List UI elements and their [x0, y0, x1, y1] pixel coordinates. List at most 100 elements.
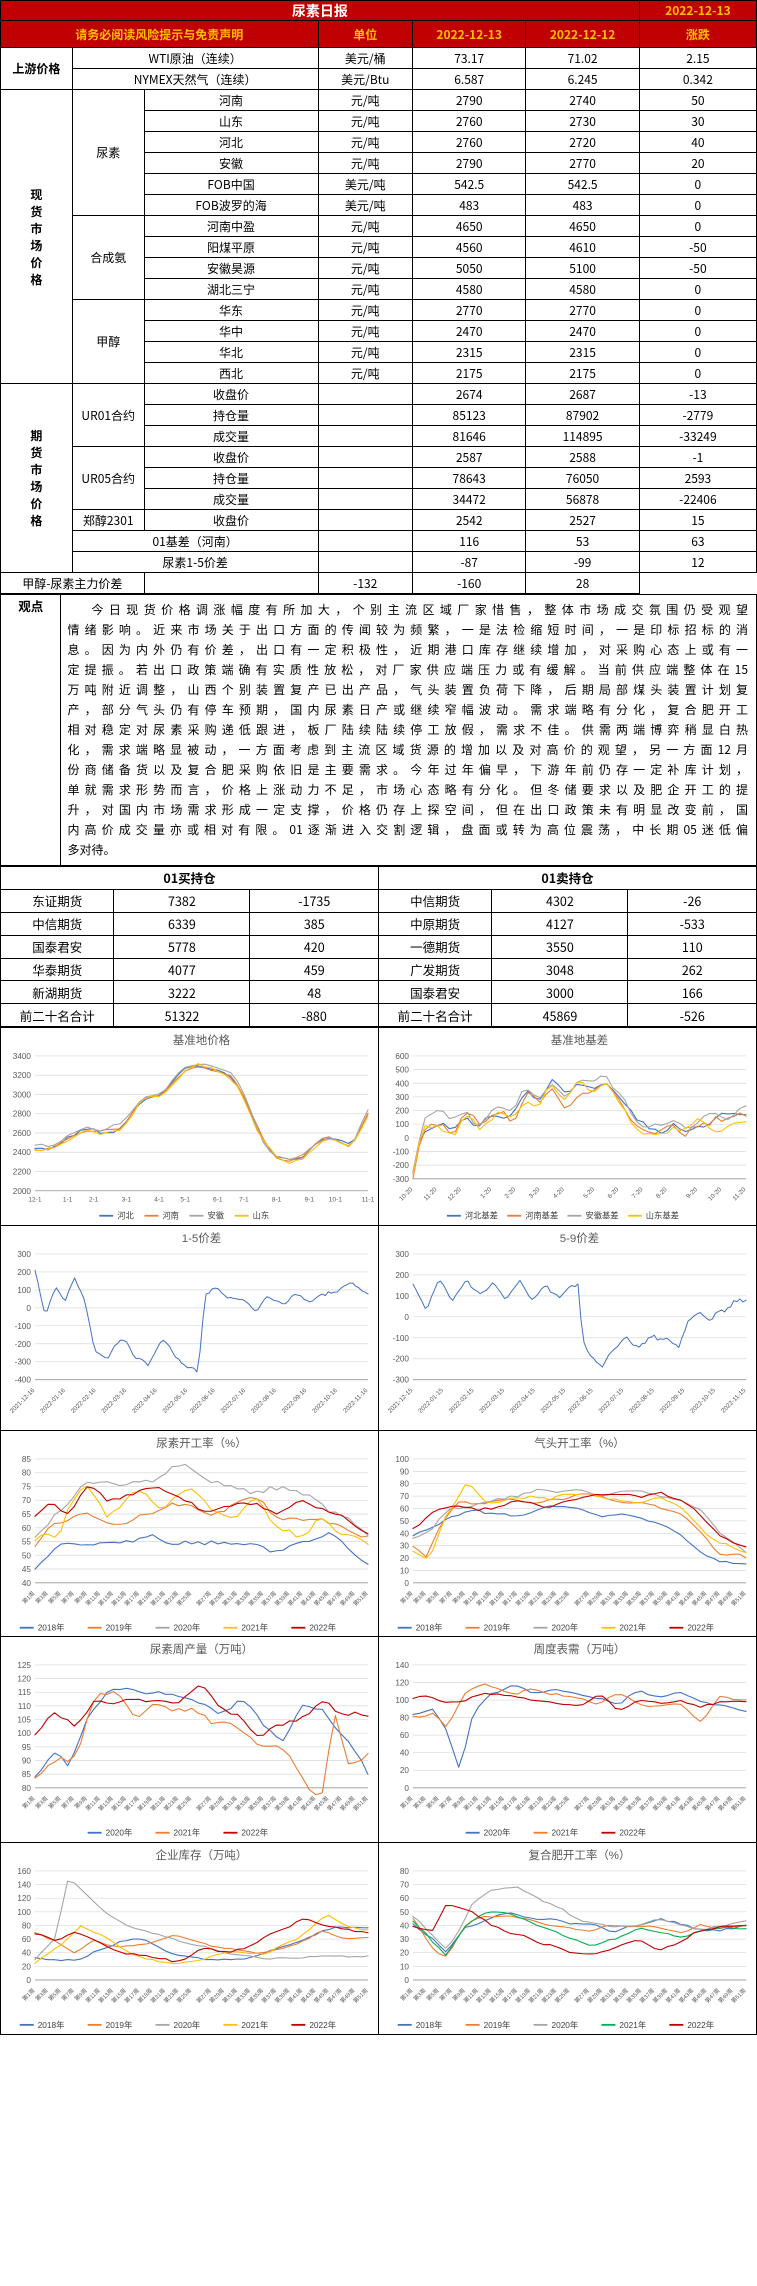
svg-text:75: 75	[22, 1482, 32, 1491]
svg-text:12-1: 12-1	[28, 1197, 42, 1204]
svg-text:-300: -300	[15, 1358, 32, 1367]
svg-text:2022年: 2022年	[687, 2020, 714, 2030]
svg-text:3200: 3200	[13, 1071, 32, 1080]
svg-text:10: 10	[400, 1566, 410, 1575]
svg-text:90: 90	[400, 1467, 410, 1476]
svg-text:2019年: 2019年	[106, 1622, 133, 1632]
svg-text:95: 95	[22, 1743, 32, 1752]
svg-text:100: 100	[17, 1908, 31, 1917]
svg-text:2020年: 2020年	[174, 1622, 201, 1632]
svg-text:30: 30	[400, 1541, 410, 1550]
svg-text:2021年: 2021年	[552, 1828, 579, 1838]
svg-text:80: 80	[22, 1921, 32, 1930]
svg-text:山东基差: 山东基差	[646, 1211, 679, 1221]
svg-text:-200: -200	[393, 1355, 410, 1364]
svg-text:2400: 2400	[13, 1148, 32, 1157]
svg-text:2000: 2000	[13, 1187, 32, 1196]
svg-text:10: 10	[400, 1962, 410, 1971]
svg-text:-200: -200	[15, 1340, 32, 1349]
svg-text:500: 500	[395, 1066, 409, 1075]
svg-text:0: 0	[26, 1304, 31, 1313]
svg-text:2-1: 2-1	[89, 1197, 99, 1204]
svg-text:2020年: 2020年	[484, 1828, 511, 1838]
svg-text:60: 60	[400, 1894, 410, 1903]
svg-text:85: 85	[22, 1455, 32, 1464]
svg-text:105: 105	[17, 1716, 31, 1725]
svg-text:300: 300	[395, 1093, 409, 1102]
svg-text:80: 80	[400, 1479, 410, 1488]
svg-text:60: 60	[22, 1523, 32, 1532]
svg-text:2018年: 2018年	[38, 2020, 65, 2030]
svg-text:2021年: 2021年	[619, 2020, 646, 2030]
svg-text:2022年: 2022年	[309, 1622, 336, 1632]
svg-text:0: 0	[404, 1976, 409, 1985]
svg-text:80: 80	[22, 1468, 32, 1477]
svg-text:115: 115	[18, 1689, 31, 1698]
svg-text:0: 0	[404, 1134, 409, 1143]
svg-text:2019年: 2019年	[106, 2020, 133, 2030]
svg-text:20: 20	[400, 1767, 410, 1776]
svg-text:200: 200	[395, 1271, 409, 1280]
svg-text:100: 100	[395, 1455, 409, 1464]
svg-text:20: 20	[22, 1962, 32, 1971]
svg-text:40: 40	[22, 1578, 32, 1587]
svg-text:400: 400	[395, 1079, 409, 1088]
svg-text:0: 0	[404, 1784, 409, 1793]
svg-text:45: 45	[22, 1565, 32, 1574]
svg-text:5-1: 5-1	[180, 1197, 190, 1204]
svg-text:0: 0	[404, 1313, 409, 1322]
svg-text:20: 20	[400, 1554, 410, 1563]
svg-text:85: 85	[22, 1770, 32, 1779]
svg-text:河南基差: 河南基差	[525, 1211, 558, 1221]
svg-text:120: 120	[17, 1894, 31, 1903]
svg-text:2020年: 2020年	[552, 1622, 579, 1632]
svg-text:300: 300	[17, 1250, 31, 1259]
svg-text:尿素周产量（万吨）: 尿素周产量（万吨）	[150, 1642, 253, 1656]
svg-text:2018年: 2018年	[416, 1622, 443, 1632]
svg-text:200: 200	[17, 1268, 31, 1277]
svg-text:90: 90	[22, 1757, 32, 1766]
svg-text:1-1: 1-1	[63, 1197, 73, 1204]
svg-text:2022年: 2022年	[687, 1622, 714, 1632]
svg-text:河南: 河南	[162, 1211, 179, 1221]
svg-text:周度表需（万吨）: 周度表需（万吨）	[534, 1642, 626, 1656]
svg-text:60: 60	[400, 1504, 410, 1513]
svg-text:3000: 3000	[13, 1091, 32, 1100]
svg-text:-100: -100	[15, 1322, 32, 1331]
svg-text:2022年: 2022年	[309, 2020, 336, 2030]
svg-text:-100: -100	[393, 1334, 410, 1343]
svg-text:10-1: 10-1	[329, 1197, 343, 1204]
svg-text:2021年: 2021年	[174, 1828, 201, 1838]
svg-text:安徽基差: 安徽基差	[585, 1211, 618, 1221]
svg-text:安徽: 安徽	[207, 1211, 224, 1221]
svg-text:5-9价差: 5-9价差	[560, 1231, 600, 1245]
svg-text:7-1: 7-1	[239, 1197, 249, 1204]
svg-text:企业库存（万吨）: 企业库存（万吨）	[156, 1848, 248, 1862]
svg-text:基准地基差: 基准地基差	[551, 1033, 608, 1047]
svg-text:200: 200	[395, 1107, 409, 1116]
svg-text:40: 40	[400, 1749, 410, 1758]
svg-text:河北: 河北	[117, 1211, 134, 1221]
svg-text:6-1: 6-1	[213, 1197, 223, 1204]
svg-text:40: 40	[400, 1529, 410, 1538]
svg-text:125: 125	[17, 1661, 31, 1670]
svg-text:50: 50	[22, 1551, 32, 1560]
svg-text:2019年: 2019年	[484, 1622, 511, 1632]
svg-text:2800: 2800	[13, 1110, 32, 1119]
svg-text:2021年: 2021年	[619, 1622, 646, 1632]
svg-text:40: 40	[22, 1949, 32, 1958]
svg-text:1-5价差: 1-5价差	[182, 1231, 222, 1245]
svg-text:3400: 3400	[13, 1052, 32, 1061]
svg-text:2020年: 2020年	[106, 1828, 133, 1838]
svg-text:300: 300	[395, 1250, 409, 1259]
svg-text:0: 0	[404, 1578, 409, 1587]
svg-text:复合肥开工率（%）: 复合肥开工率（%）	[529, 1848, 631, 1862]
svg-text:2019年: 2019年	[484, 2020, 511, 2030]
svg-text:-200: -200	[393, 1161, 410, 1170]
svg-text:100: 100	[395, 1696, 409, 1705]
svg-text:80: 80	[22, 1784, 32, 1793]
svg-text:110: 110	[18, 1702, 31, 1711]
svg-text:-300: -300	[393, 1175, 410, 1184]
svg-text:55: 55	[22, 1537, 32, 1546]
svg-text:2600: 2600	[13, 1129, 32, 1138]
